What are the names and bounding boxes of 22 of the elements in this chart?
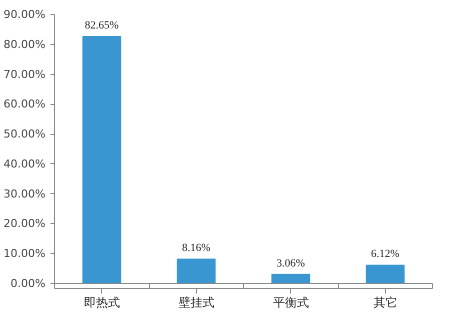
y-tick-label: 50.00% — [4, 128, 46, 141]
y-tick-label: 90.00% — [4, 8, 46, 21]
bar — [271, 274, 310, 284]
y-tick-label: 60.00% — [4, 98, 46, 111]
y-tick-label: 0.00% — [10, 277, 46, 290]
bar — [82, 36, 122, 284]
data-label: 6.12% — [371, 248, 400, 260]
y-tick-label: 70.00% — [4, 68, 46, 81]
y-tick-label: 10.00% — [4, 247, 46, 260]
bar — [176, 258, 216, 284]
x-tick-label: 壁挂式 — [178, 296, 214, 310]
x-tick-label: 即热式 — [84, 296, 120, 310]
y-tick-label: 80.00% — [4, 38, 46, 51]
y-tick-label: 20.00% — [4, 217, 46, 230]
data-label: 8.16% — [182, 242, 210, 254]
y-tick-label: 30.00% — [4, 187, 46, 200]
bar — [366, 264, 405, 284]
data-label: 82.65% — [84, 19, 119, 32]
data-label: 3.06% — [276, 257, 305, 270]
x-tick-label: 其它 — [373, 296, 398, 310]
x-tick-label: 平衡式 — [272, 296, 309, 310]
y-tick-label: 40.00% — [4, 157, 46, 170]
